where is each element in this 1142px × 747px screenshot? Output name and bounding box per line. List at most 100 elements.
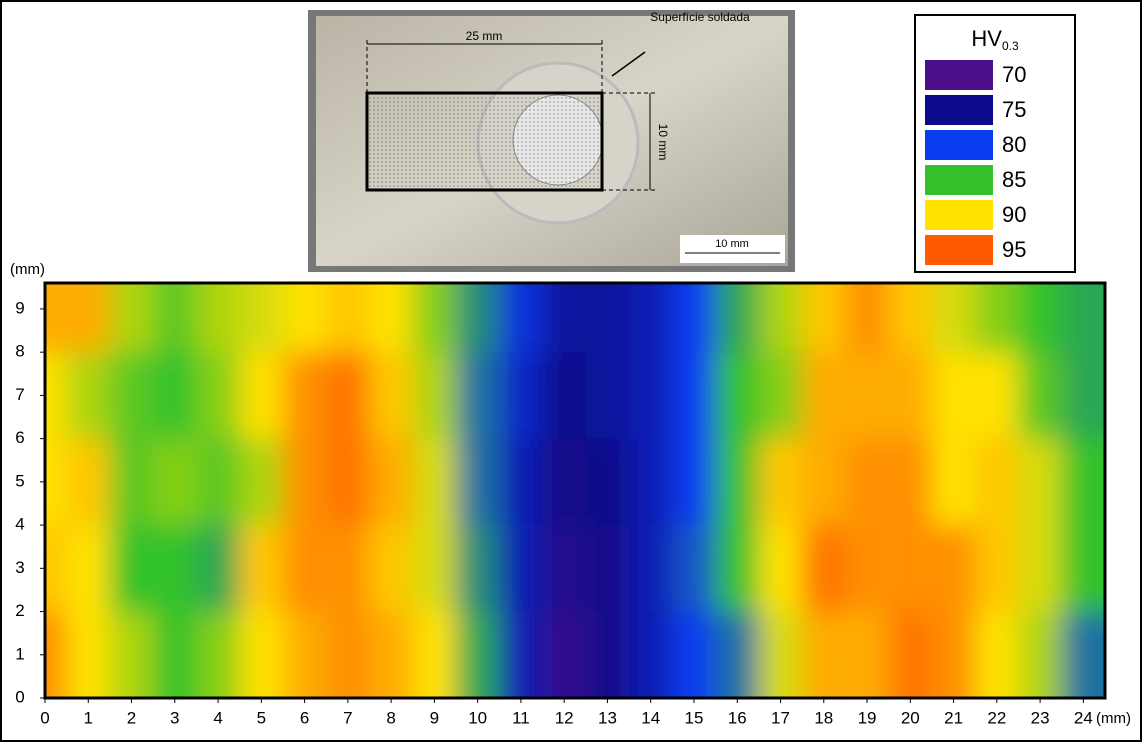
- x-unit: (mm): [1096, 710, 1131, 727]
- heat-cell: [153, 439, 196, 525]
- heat-cell: [759, 352, 802, 438]
- x-tick-label: 14: [641, 708, 660, 727]
- annotation: Superfície soldada: [650, 10, 750, 24]
- heat-cell: [67, 352, 110, 438]
- heat-cell: [672, 439, 715, 525]
- x-tick-label: 24: [1074, 708, 1093, 727]
- heat-cell: [802, 525, 845, 611]
- heat-cell: [845, 439, 888, 525]
- heat-cell: [369, 525, 412, 611]
- legend-label: 85: [1002, 167, 1026, 192]
- heat-cell: [326, 352, 369, 438]
- heat-cell: [672, 525, 715, 611]
- y-tick-label: 0: [15, 687, 24, 706]
- x-tick-label: 7: [343, 708, 352, 727]
- heat-cell: [413, 352, 456, 438]
- y-tick-label: 1: [15, 644, 24, 663]
- heat-cell: [845, 525, 888, 611]
- heat-cell: [975, 525, 1018, 611]
- heat-cell: [932, 352, 975, 438]
- heat-cell: [889, 352, 932, 438]
- heat-cell: [802, 352, 845, 438]
- heat-cell: [413, 439, 456, 525]
- x-tick-label: 18: [814, 708, 833, 727]
- heat-cell: [716, 439, 759, 525]
- heat-cell: [586, 439, 629, 525]
- x-tick-label: 8: [386, 708, 395, 727]
- x-tick-label: 1: [84, 708, 93, 727]
- heat-cell: [759, 525, 802, 611]
- heat-cell: [196, 439, 239, 525]
- legend-title-sub: 0.3: [1002, 39, 1019, 53]
- y-tick-label: 9: [15, 298, 24, 317]
- legend-label: 95: [1002, 237, 1026, 262]
- heat-cell: [932, 525, 975, 611]
- x-tick-label: 13: [598, 708, 617, 727]
- scan-area: [367, 93, 602, 190]
- heat-cell: [153, 525, 196, 611]
- figure: 25 mm Superfície soldada 10 mm 10 mm HV0…: [0, 0, 1142, 742]
- y-unit: (mm): [10, 261, 45, 278]
- legend-label: 90: [1002, 202, 1026, 227]
- heat-cell: [240, 525, 283, 611]
- y-tick-label: 4: [15, 515, 24, 534]
- x-tick-label: 17: [771, 708, 790, 727]
- heat-cell: [975, 439, 1018, 525]
- y-tick-label: 5: [15, 471, 24, 490]
- heat-cell: [413, 525, 456, 611]
- x-tick-label: 15: [685, 708, 704, 727]
- heat-cell: [240, 439, 283, 525]
- heat-cell: [716, 352, 759, 438]
- x-tick-label: 6: [300, 708, 309, 727]
- x-tick-label: 4: [213, 708, 222, 727]
- heat-cell: [153, 352, 196, 438]
- x-tick-label: 21: [944, 708, 963, 727]
- x-tick-label: 0: [40, 708, 49, 727]
- heat-cell: [629, 439, 672, 525]
- heat-cell: [629, 525, 672, 611]
- x-tick-label: 16: [728, 708, 747, 727]
- x-tick-label: 10: [468, 708, 487, 727]
- heat-cell: [672, 352, 715, 438]
- heat-cell: [456, 525, 499, 611]
- heat-cell: [543, 439, 586, 525]
- heat-cell: [889, 439, 932, 525]
- y-tick-label: 3: [15, 558, 24, 577]
- heat-cell: [543, 525, 586, 611]
- y-tick-label: 7: [15, 385, 24, 404]
- heat-cell: [499, 525, 542, 611]
- heat-cell: [283, 352, 326, 438]
- heat-cell: [716, 525, 759, 611]
- x-tick-label: 5: [257, 708, 266, 727]
- heat-cell: [499, 352, 542, 438]
- dimension-label: 10 mm: [656, 124, 670, 161]
- heat-cell: [67, 525, 110, 611]
- heat-cell: [240, 352, 283, 438]
- heat-cell: [283, 525, 326, 611]
- scale-label: 10 mm: [715, 238, 749, 250]
- x-tick-label: 23: [1031, 708, 1050, 727]
- heat-cell: [1018, 439, 1061, 525]
- heat-cell: [110, 352, 153, 438]
- x-tick-label: 9: [430, 708, 439, 727]
- heat-cell: [67, 439, 110, 525]
- heat-cell: [499, 439, 542, 525]
- legend-swatch: [925, 200, 993, 230]
- heat-cell: [586, 352, 629, 438]
- heat-cell: [456, 439, 499, 525]
- legend-swatch: [925, 60, 993, 90]
- heat-cell: [110, 525, 153, 611]
- y-tick-label: 6: [15, 428, 24, 447]
- heat-cell: [110, 439, 153, 525]
- heat-cell: [543, 352, 586, 438]
- heat-cell: [975, 352, 1018, 438]
- heat-cell: [802, 439, 845, 525]
- heat-cell: [1018, 525, 1061, 611]
- x-tick-label: 12: [555, 708, 574, 727]
- heat-cell: [456, 352, 499, 438]
- heat-cell: [369, 352, 412, 438]
- heat-cell: [759, 439, 802, 525]
- x-tick-label: 11: [512, 708, 530, 727]
- x-tick-label: 22: [987, 708, 1006, 727]
- heat-cell: [1018, 352, 1061, 438]
